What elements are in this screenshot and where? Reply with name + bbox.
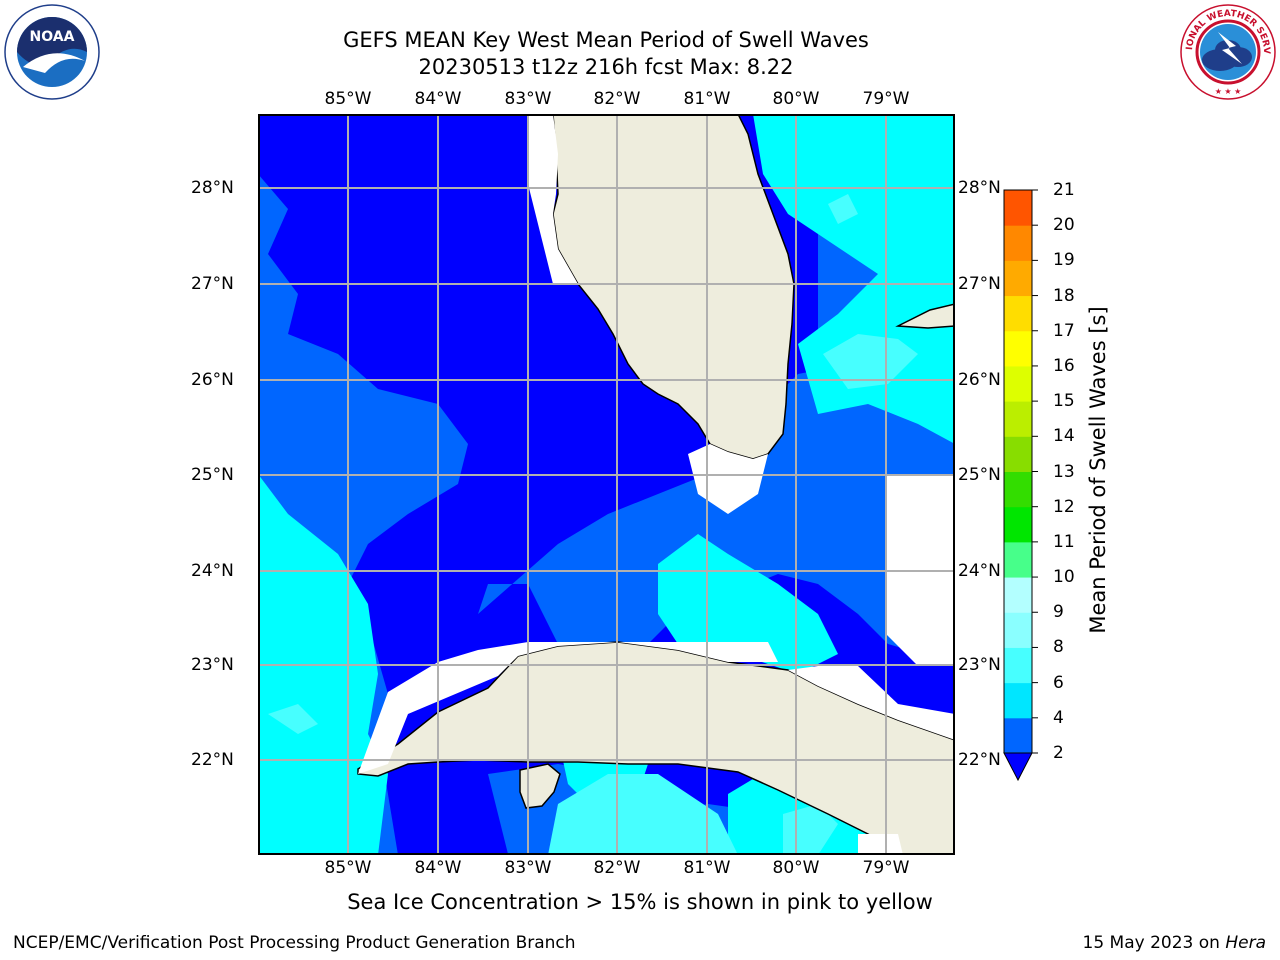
lat-label-left: 22°N	[191, 750, 234, 770]
lon-label-top: 85°W	[324, 89, 372, 109]
footer-host: Hera	[1225, 933, 1266, 953]
colorbar-segment	[1004, 330, 1032, 367]
footer-date-text: 15 May 2023 on	[1082, 933, 1226, 953]
colorbar-tick-label: 20	[1053, 215, 1075, 236]
noaa-logo-text: NOAA	[30, 29, 75, 45]
colorbar-tick-label: 19	[1053, 250, 1075, 271]
lon-label-bottom: 83°W	[504, 858, 552, 878]
map-subtitle: 20230513 t12z 216h fcst Max: 8.22	[418, 55, 794, 79]
lon-label-bottom: 80°W	[772, 858, 820, 878]
svg-text:★ ★ ★: ★ ★ ★	[1215, 87, 1242, 96]
lat-label-right: 24°N	[958, 561, 1001, 581]
colorbar-segment	[1004, 365, 1032, 402]
colorbar-tick-label: 15	[1053, 391, 1075, 412]
map-frame	[258, 114, 955, 855]
lat-label-left: 23°N	[191, 655, 234, 675]
colorbar-segment	[1004, 506, 1032, 543]
map-area	[258, 114, 955, 855]
colorbar-tick-label: 13	[1053, 461, 1075, 482]
colorbar-tick-label: 6	[1053, 672, 1064, 693]
colorbar-tick-label: 14	[1053, 426, 1075, 447]
lon-label-bottom: 79°W	[862, 858, 910, 878]
lat-label-right: 25°N	[958, 465, 1001, 485]
swell-6-to-8	[268, 194, 918, 855]
colorbar-segment	[1004, 541, 1032, 578]
colorbar-segment	[1004, 225, 1032, 261]
lon-label-bottom: 82°W	[593, 858, 641, 878]
colorbar-tick-label: 9	[1053, 602, 1064, 623]
colorbar-segment	[1004, 682, 1032, 719]
lat-label-right: 27°N	[958, 274, 1001, 294]
lat-label-left: 26°N	[191, 370, 234, 390]
nws-logo: NATIONAL WEATHER SERVICE ★ ★ ★	[1178, 2, 1276, 100]
lon-label-top: 80°W	[772, 89, 820, 109]
bahamas-landmass	[895, 303, 955, 329]
lat-label-right: 23°N	[958, 655, 1001, 675]
colorbar-tick-label: 21	[1053, 180, 1075, 200]
lon-label-bottom: 84°W	[414, 858, 462, 878]
footer-date: 15 May 2023 on Hera	[1083, 933, 1267, 953]
colorbar-tick-label: 18	[1053, 285, 1075, 306]
lat-label-right: 26°N	[958, 370, 1001, 390]
land-masses	[357, 114, 955, 855]
lon-label-bottom: 81°W	[683, 858, 731, 878]
colorbar-segment	[1004, 612, 1032, 648]
colorbar-tick-label: 17	[1053, 320, 1075, 341]
colorbar	[1003, 189, 1038, 782]
colorbar-segment	[1004, 577, 1032, 613]
colorbar-segment	[1004, 295, 1032, 332]
colorbar-segment	[1004, 717, 1032, 754]
colorbar-segment	[1004, 401, 1032, 437]
isla-juventud-landmass	[519, 763, 561, 809]
colorbar-tick-label: 4	[1053, 707, 1064, 728]
colorbar-tick-label: 2	[1053, 743, 1064, 763]
map-title: GEFS MEAN Key West Mean Period of Swell …	[343, 28, 869, 52]
lat-label-right: 22°N	[958, 750, 1001, 770]
sea-ice-caption: Sea Ice Concentration > 15% is shown in …	[347, 890, 933, 914]
colorbar-segment	[1004, 260, 1032, 297]
colorbar-segment	[1004, 190, 1032, 226]
lat-label-left: 25°N	[191, 465, 234, 485]
colorbar-tick-label: 12	[1053, 496, 1075, 517]
graticule	[258, 114, 955, 855]
colorbar-segment	[1004, 436, 1032, 472]
lat-label-left: 24°N	[191, 561, 234, 581]
colorbar-tick-label: 8	[1053, 637, 1064, 658]
lat-label-left: 28°N	[191, 178, 234, 198]
lon-label-top: 84°W	[414, 89, 462, 109]
lon-label-top: 83°W	[504, 89, 552, 109]
lon-label-top: 81°W	[683, 89, 731, 109]
colorbar-under-arrow	[1003, 752, 1033, 782]
lon-label-bottom: 85°W	[324, 858, 372, 878]
colorbar-tick-label: 16	[1053, 355, 1075, 376]
lon-label-top: 82°W	[593, 89, 641, 109]
colorbar-tick-label: 11	[1053, 531, 1075, 552]
colorbar-segment	[1004, 647, 1032, 684]
colorbar-segment	[1004, 471, 1032, 508]
lat-label-left: 27°N	[191, 274, 234, 294]
lon-label-top: 79°W	[862, 89, 910, 109]
footer-credit: NCEP/EMC/Verification Post Processing Pr…	[13, 933, 576, 953]
colorbar-title: Mean Period of Swell Waves [s]	[1086, 306, 1110, 634]
colorbar-tick-label: 10	[1053, 567, 1075, 588]
noaa-logo: NOAA	[4, 4, 100, 100]
lat-label-right: 28°N	[958, 178, 1001, 198]
